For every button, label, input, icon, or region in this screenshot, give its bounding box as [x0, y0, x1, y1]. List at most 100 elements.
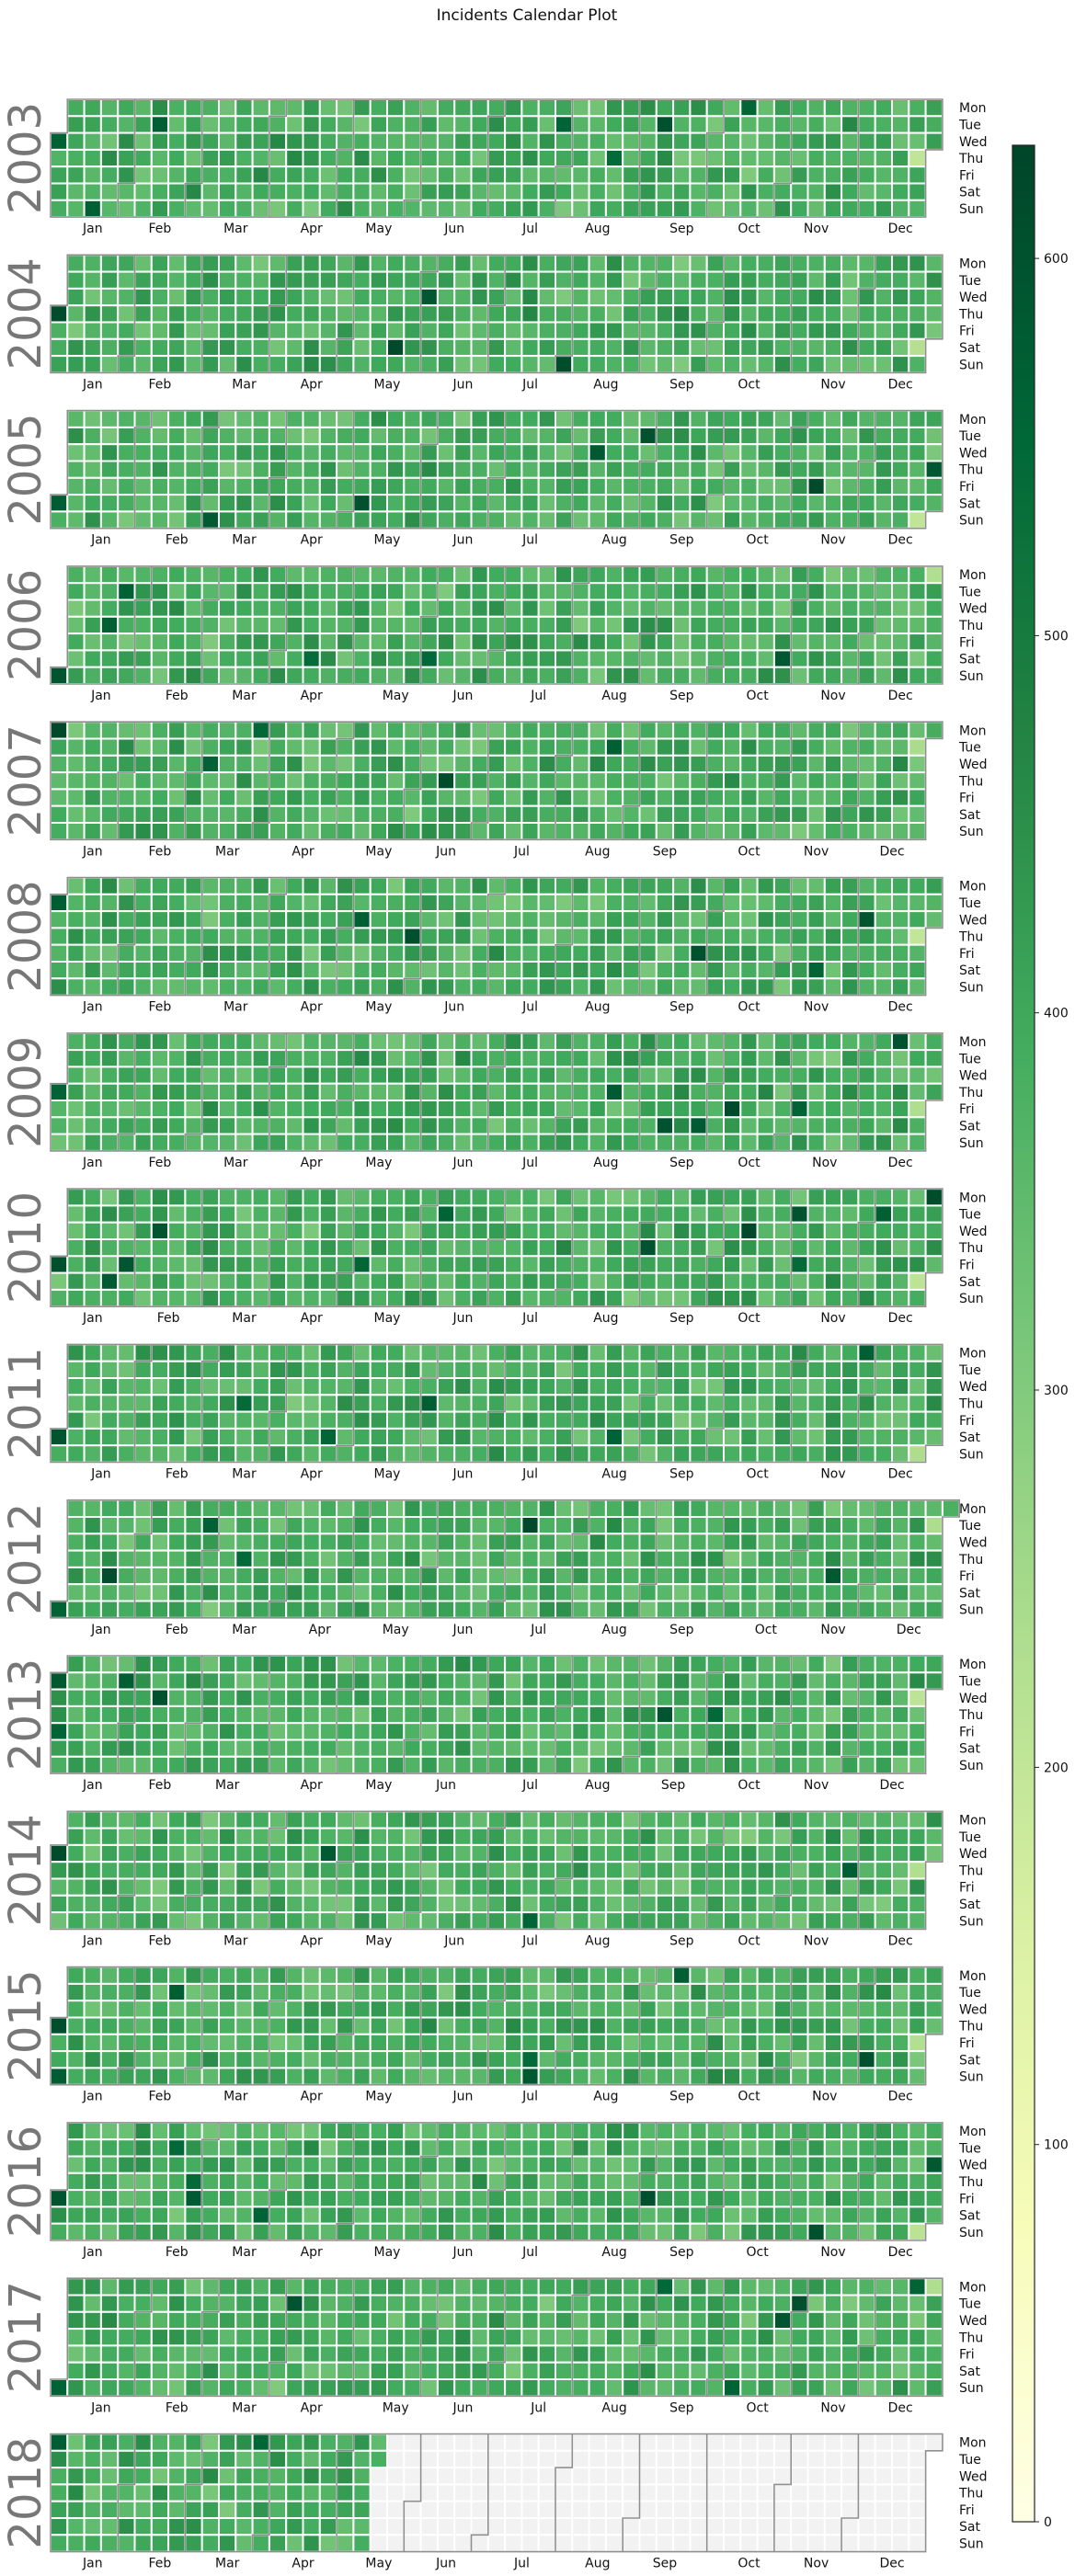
- day-cell: [705, 927, 726, 946]
- day-cell: [823, 977, 843, 997]
- day-cell: [622, 876, 641, 895]
- day-cell: [318, 1343, 338, 1362]
- day-cell: [790, 1204, 809, 1224]
- day-cell: [386, 1360, 406, 1379]
- day-cell: [386, 666, 406, 686]
- day-cell: [891, 1533, 910, 1552]
- weekday-label: Sun: [959, 202, 984, 217]
- day-cell: [184, 182, 203, 201]
- day-cell: [369, 1810, 389, 1829]
- day-cell: [218, 476, 237, 496]
- day-cell: [537, 409, 557, 428]
- year-label: 2007: [0, 724, 51, 837]
- month-boundary: [705, 99, 725, 218]
- day-cell: [555, 1444, 574, 1464]
- day-cell: [436, 476, 456, 496]
- day-cell: [318, 1221, 338, 1240]
- month-label: Jun: [452, 1156, 473, 1170]
- day-cell: [571, 254, 590, 273]
- day-cell: [167, 1704, 187, 1725]
- day-cell: [133, 1394, 153, 1413]
- day-cell: [251, 615, 270, 635]
- day-cell: [857, 943, 876, 963]
- day-cell: [99, 1827, 120, 1846]
- day-cell: [470, 355, 489, 374]
- day-cell: [336, 649, 355, 668]
- day-cell: [403, 182, 422, 201]
- day-cell: [150, 961, 170, 980]
- day-cell: [555, 1360, 574, 1379]
- day-cell: [352, 1221, 372, 1240]
- day-cell: [318, 115, 338, 134]
- day-cell: [285, 148, 304, 168]
- day-cell: [336, 1911, 355, 1931]
- day-cell: [823, 1843, 843, 1864]
- day-cell: [908, 910, 927, 929]
- day-cell: [739, 337, 759, 358]
- day-cell: [672, 270, 692, 290]
- day-cell: [99, 1343, 120, 1362]
- day-cell: [369, 1100, 389, 1119]
- day-cell: [806, 131, 826, 151]
- day-cell: [218, 1655, 237, 1674]
- day-cell: [723, 961, 742, 980]
- day-cell: [352, 788, 372, 807]
- day-cell: [336, 409, 355, 428]
- day-cell: [83, 1982, 102, 2002]
- weekday-label: Sun: [959, 981, 984, 996]
- day-cell: [302, 131, 321, 151]
- day-cell: [218, 977, 237, 997]
- day-cell: [403, 737, 422, 757]
- day-cell: [184, 754, 203, 774]
- day-cell: [318, 409, 338, 428]
- day-cell: [571, 893, 590, 913]
- day-cell: [689, 1516, 708, 1535]
- day-cell: [470, 1377, 489, 1396]
- day-cell: [622, 1032, 641, 1052]
- day-cell: [251, 1516, 270, 1535]
- day-cell: [555, 893, 574, 913]
- day-cell: [874, 582, 894, 601]
- day-cell: [723, 254, 742, 273]
- day-cell: [924, 1221, 943, 1240]
- day-cell: [772, 1133, 793, 1152]
- day-cell: [117, 1655, 136, 1674]
- day-cell: [672, 1360, 692, 1379]
- day-cell: [622, 771, 641, 791]
- day-cell: [184, 1583, 203, 1602]
- day-cell: [823, 98, 843, 118]
- weekday-label: Wed: [959, 1536, 988, 1551]
- day-cell: [436, 666, 456, 686]
- day-cell: [672, 893, 692, 913]
- day-cell: [689, 1755, 708, 1775]
- month-boundary: [487, 1189, 506, 1307]
- month-boundary: [200, 565, 220, 684]
- day-cell: [874, 1238, 894, 1258]
- day-cell: [268, 961, 288, 980]
- day-cell: [739, 666, 759, 686]
- day-cell: [99, 443, 120, 462]
- day-cell: [555, 270, 574, 290]
- day-cell: [234, 182, 254, 201]
- day-cell: [218, 1688, 237, 1707]
- day-cell: [302, 1600, 321, 1619]
- day-cell: [268, 199, 288, 219]
- day-cell: [419, 1843, 439, 1864]
- day-cell: [200, 1655, 220, 1674]
- day-cell: [924, 287, 943, 307]
- day-cell: [268, 1738, 288, 1758]
- day-cell: [251, 1911, 270, 1931]
- day-cell: [672, 666, 692, 686]
- day-cell: [352, 1288, 372, 1308]
- month-label: Jan: [82, 222, 103, 236]
- day-cell: [772, 1549, 793, 1568]
- day-cell: [99, 287, 120, 307]
- day-cell: [200, 1394, 220, 1413]
- day-cell: [772, 721, 793, 740]
- day-cell: [419, 1082, 439, 1101]
- day-cell: [756, 737, 775, 757]
- month-label: Jun: [435, 1778, 456, 1793]
- day-cell: [841, 355, 860, 374]
- day-cell: [672, 1911, 692, 1931]
- day-cell: [436, 1427, 456, 1447]
